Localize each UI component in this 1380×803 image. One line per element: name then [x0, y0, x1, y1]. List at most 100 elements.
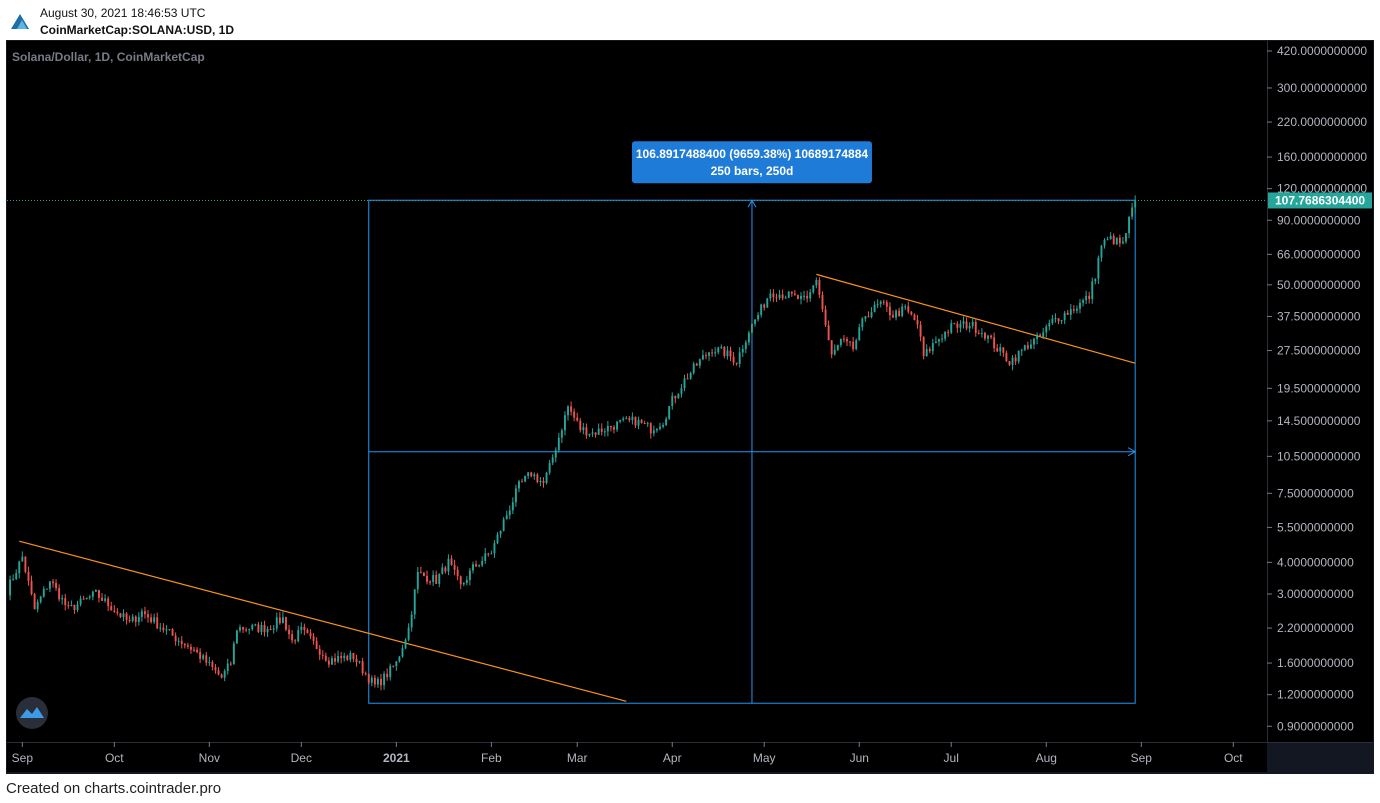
candle-body	[931, 343, 934, 352]
candle-body	[751, 323, 753, 333]
candle-body	[772, 293, 775, 298]
candle-body	[447, 558, 450, 572]
candle-body	[398, 656, 401, 662]
price-chart[interactable]: Solana/Dollar, 1D, CoinMarketCap 420.000…	[0, 0, 1380, 776]
candle-body	[1103, 239, 1106, 246]
y-tick-label: 300.0000000000	[1277, 81, 1367, 95]
candle-body	[67, 605, 70, 607]
price-axis[interactable]	[1268, 41, 1373, 742]
candle-body	[573, 411, 576, 418]
candle-body	[925, 349, 928, 357]
candle-body	[1057, 318, 1060, 322]
candle-body	[1054, 318, 1057, 320]
candle-body	[45, 588, 48, 590]
candle-body	[711, 352, 714, 354]
candle-body	[968, 325, 971, 329]
candle-body	[1033, 338, 1035, 345]
candle-body	[941, 338, 943, 340]
candle-body	[193, 649, 195, 651]
candle-body	[984, 332, 986, 339]
candle-body	[426, 576, 428, 582]
candle-body	[637, 419, 640, 426]
candle-body	[220, 674, 223, 678]
candle-body	[91, 591, 94, 597]
candle-body	[603, 431, 606, 433]
candle-body	[609, 426, 612, 428]
candle-body	[242, 627, 245, 630]
candle-body	[560, 430, 563, 438]
candle-body	[459, 576, 462, 585]
candle-body	[404, 639, 407, 649]
candle-body	[39, 596, 42, 602]
candle-body	[257, 624, 260, 632]
candle-body	[205, 655, 208, 663]
candle-body	[842, 338, 845, 340]
candle-body	[156, 617, 159, 629]
candle-body	[695, 363, 698, 366]
candle-body	[383, 673, 386, 686]
last-price-label-bg	[1268, 192, 1372, 209]
y-tick-label: 1.2000000000	[1277, 688, 1354, 702]
candle-body	[248, 629, 251, 631]
candle-body	[64, 598, 67, 606]
candle-body	[1008, 361, 1011, 365]
candle-body	[953, 323, 956, 325]
measure-tool[interactable]: 106.8917488400 (9659.38%) 10689174884 250…	[368, 141, 1137, 704]
candle-body	[202, 655, 205, 659]
candle-body	[297, 629, 300, 642]
candle-body	[85, 597, 88, 600]
y-tick-label: 5.5000000000	[1277, 520, 1354, 534]
x-tick-label: Oct	[1224, 751, 1243, 765]
candle-body	[677, 393, 680, 399]
candle-body	[947, 331, 950, 333]
candle-body	[790, 291, 793, 294]
candle-body	[211, 661, 214, 668]
y-tick-label: 4.0000000000	[1277, 555, 1354, 569]
candle-body	[395, 661, 398, 667]
candle-body	[662, 424, 665, 427]
candle-body	[962, 321, 965, 324]
x-tick-label: Sep	[12, 751, 34, 765]
candle-body	[52, 581, 54, 584]
candle-body	[760, 304, 763, 315]
candle-body	[134, 616, 137, 622]
candle-body	[527, 472, 530, 477]
candle-body	[505, 515, 508, 520]
candle-body	[472, 564, 474, 571]
candle-body	[901, 306, 904, 317]
candle-body	[723, 346, 726, 356]
y-tick-label: 3.0000000000	[1277, 587, 1354, 601]
y-tick-label: 0.9000000000	[1277, 719, 1354, 733]
candle-body	[1109, 235, 1112, 240]
time-axis[interactable]	[7, 743, 1267, 772]
candle-body	[229, 663, 232, 665]
candle-body	[315, 640, 318, 649]
candle-body	[775, 297, 778, 299]
candle-body	[217, 670, 220, 675]
candle-body	[551, 457, 554, 463]
candle-body	[386, 673, 389, 678]
candle-body	[18, 561, 21, 574]
x-tick-label: Aug	[1036, 751, 1057, 765]
candle-body	[33, 594, 36, 610]
candle-body	[588, 433, 591, 436]
candle-body	[300, 626, 303, 630]
candle-body	[818, 279, 821, 295]
candle-body	[94, 589, 97, 592]
candle-body	[591, 432, 594, 434]
candle-body	[833, 349, 836, 355]
candle-body	[468, 570, 471, 580]
candle-body	[113, 610, 116, 612]
candle-body	[493, 543, 496, 554]
candle-body	[640, 419, 643, 424]
candle-body	[12, 579, 15, 581]
candle-body	[830, 340, 833, 355]
candle-body	[659, 426, 661, 429]
candle-body	[956, 323, 959, 328]
candle-body	[836, 344, 839, 350]
candle-body	[652, 430, 655, 434]
watermark-logo-icon	[16, 697, 48, 729]
candle-body	[919, 324, 922, 337]
candle-body	[1002, 347, 1005, 353]
x-tick-label: Dec	[291, 751, 312, 765]
